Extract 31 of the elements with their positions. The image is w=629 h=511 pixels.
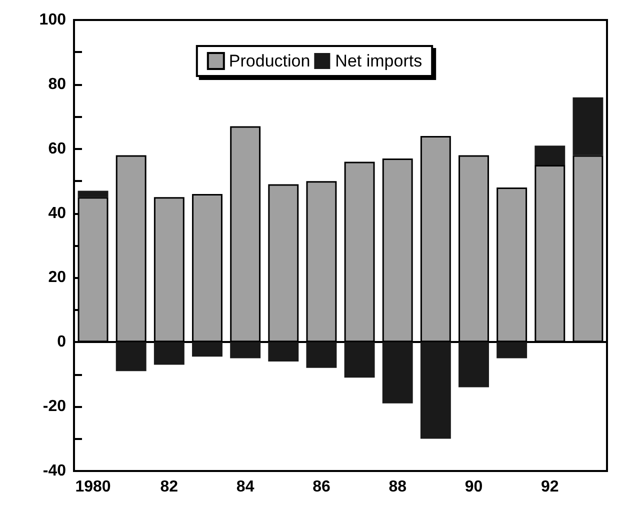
bar — [268, 342, 299, 362]
legend-label: Net imports — [335, 52, 422, 70]
legend-label: Production — [228, 52, 310, 70]
bar — [230, 342, 261, 358]
x-tick-label: 90 — [464, 478, 483, 496]
x-tick-label: 84 — [236, 478, 254, 496]
y-tick-label: 80 — [48, 76, 66, 93]
y-tick-label: 0 — [57, 334, 66, 351]
bar — [306, 342, 337, 368]
bar — [458, 342, 489, 388]
y-tick-label: -20 — [42, 398, 66, 416]
y-tick-label: 100 — [39, 12, 66, 28]
bar — [534, 146, 566, 165]
bar — [344, 342, 375, 378]
x-tick-label: 88 — [388, 478, 407, 496]
bar — [572, 97, 604, 156]
y-tick-label: 40 — [48, 204, 66, 222]
bar — [420, 342, 451, 439]
x-tick-label: 92 — [540, 478, 559, 496]
x-tick-label: 82 — [160, 478, 178, 496]
bar — [192, 342, 222, 357]
y-tick-label: 20 — [48, 269, 66, 286]
y-tick-label: 60 — [48, 140, 66, 158]
bar — [382, 342, 413, 404]
bar — [78, 190, 108, 198]
x-tick-label: 1980 — [75, 478, 111, 496]
x-tick-label: 86 — [312, 478, 330, 496]
bar — [154, 342, 184, 365]
bar — [496, 342, 528, 358]
y-tick-label: -40 — [42, 462, 66, 480]
bar — [116, 342, 146, 372]
